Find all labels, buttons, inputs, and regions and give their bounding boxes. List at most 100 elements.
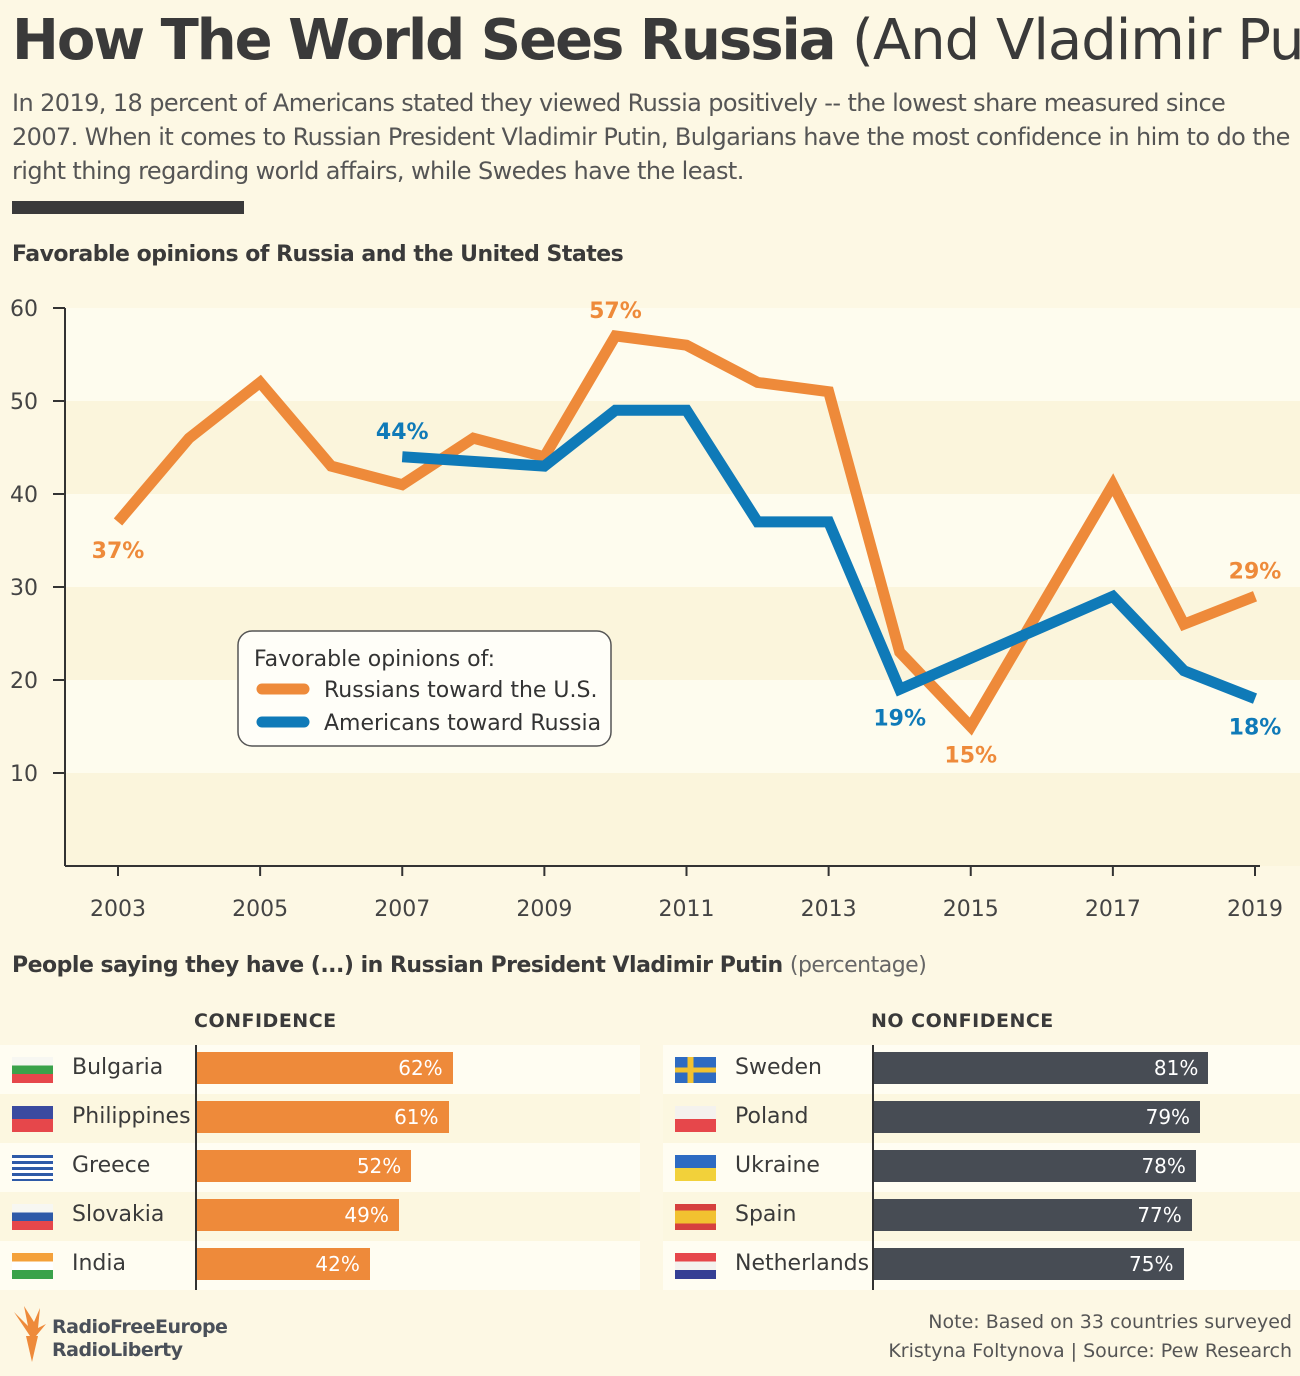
x-tick-label: 2015	[943, 897, 999, 922]
note: Note: Based on 33 countries surveyed	[928, 1311, 1292, 1333]
data-label: 57%	[589, 299, 642, 324]
x-tick-label: 2007	[374, 897, 430, 922]
confidence-row: Slovakia 49%	[0, 1192, 640, 1241]
legend-title: Favorable opinions of:	[254, 647, 495, 672]
page-title: How The World Sees Russia (And Vladimir …	[12, 8, 1300, 73]
bar-title-bold: People saying they have (...) in Russian…	[12, 953, 783, 978]
bar-section-title: People saying they have (...) in Russian…	[12, 953, 927, 978]
country-name: Philippines	[72, 1104, 191, 1129]
title-light: (And Vladimir Putin)	[852, 8, 1300, 73]
bar-value-label: 42%	[315, 1252, 360, 1276]
title-bold: How The World Sees Russia	[12, 8, 837, 73]
x-tick-label: 2009	[516, 897, 572, 922]
bar-title-light: (percentage)	[789, 953, 927, 978]
intro-text: In 2019, 18 percent of Americans stated …	[12, 89, 1290, 185]
x-tick-label: 2005	[232, 897, 288, 922]
confidence-bar: 62%	[196, 1052, 453, 1084]
no-confidence-row: Ukraine 78%	[663, 1143, 1300, 1192]
data-label: 15%	[944, 744, 997, 769]
country-name: Sweden	[735, 1055, 822, 1080]
logo-line1: RadioFreeEurope	[52, 1316, 228, 1338]
x-tick-label: 2011	[659, 897, 715, 922]
country-name: India	[72, 1251, 126, 1276]
flag-spain-icon	[675, 1204, 716, 1230]
line-chart-title: Favorable opinions of Russia and the Uni…	[12, 242, 624, 267]
bar-value-label: 52%	[356, 1154, 402, 1178]
bar-value-label: 62%	[398, 1056, 443, 1080]
country-name: Bulgaria	[72, 1055, 164, 1080]
series-line-russians-toward-us	[113, 329, 1258, 736]
country-name: Ukraine	[735, 1153, 820, 1178]
confidence-axis	[195, 1045, 197, 1290]
no-confidence-bar: 79%	[873, 1101, 1201, 1133]
y-tick-label: 50	[10, 390, 38, 415]
bar-value-label: 78%	[1141, 1154, 1186, 1178]
confidence-bar: 42%	[196, 1248, 370, 1280]
no-confidence-bar: 81%	[873, 1052, 1209, 1084]
flag-bulgaria-icon	[12, 1057, 53, 1083]
bar-value-label: 81%	[1153, 1056, 1199, 1080]
y-tick-label: 60	[10, 297, 38, 322]
series-line-americans-toward-russia	[401, 404, 1258, 704]
bar-value-label: 75%	[1129, 1252, 1174, 1276]
line-chart: 10 20 30 40 50 60 2003 2005 2007 2009 2011 2013 2015…	[10, 297, 1300, 922]
country-name: Greece	[72, 1153, 151, 1178]
bar-value-label: 61%	[394, 1105, 439, 1129]
no-confidence-row: Spain 77%	[663, 1192, 1300, 1241]
x-tick-label: 2019	[1227, 897, 1283, 922]
confidence-bar: 49%	[196, 1199, 399, 1231]
grid-band	[65, 308, 1300, 401]
y-tick-label: 30	[10, 576, 38, 601]
flag-philippines-icon	[12, 1106, 53, 1132]
flag-poland-icon	[675, 1106, 716, 1132]
confidence-bar: 52%	[196, 1150, 412, 1182]
legend-label: Americans toward Russia	[324, 711, 601, 736]
logo-line2: RadioLiberty	[52, 1339, 183, 1361]
divider	[12, 201, 244, 214]
no-confidence-row: Poland 79%	[663, 1094, 1300, 1143]
grid-band	[65, 773, 1300, 866]
confidence-bar: 61%	[196, 1101, 449, 1133]
flag-greece-icon	[12, 1155, 53, 1181]
no-confidence-row: Netherlands 75%	[663, 1241, 1300, 1290]
confidence-row: India 42%	[0, 1241, 640, 1290]
country-name: Slovakia	[72, 1202, 165, 1227]
legend-label: Russians toward the U.S.	[324, 678, 598, 703]
grid-band	[65, 494, 1300, 587]
confidence-header: CONFIDENCE	[194, 1010, 337, 1032]
flag-sweden-icon	[675, 1057, 716, 1083]
x-tick-label: 2003	[90, 897, 146, 922]
torch-icon	[14, 1306, 46, 1362]
data-label: 37%	[92, 539, 145, 564]
data-label: 19%	[873, 706, 926, 731]
bar-value-label: 79%	[1145, 1105, 1191, 1129]
country-name: Spain	[735, 1202, 797, 1227]
country-name: Netherlands	[735, 1251, 870, 1276]
data-label: 44%	[376, 420, 429, 445]
x-tick-label: 2013	[801, 897, 857, 922]
data-label: 18%	[1229, 716, 1282, 741]
y-tick-label: 20	[10, 669, 38, 694]
confidence-row: Bulgaria 62%	[0, 1045, 640, 1094]
confidence-row: Philippines 61%	[0, 1094, 640, 1143]
flag-india-icon	[12, 1253, 53, 1279]
no-confidence-axis	[872, 1045, 874, 1290]
x-tick-label: 2017	[1085, 897, 1141, 922]
flag-slovakia-icon	[12, 1204, 53, 1230]
country-name: Poland	[735, 1104, 809, 1129]
no-confidence-bar: 77%	[873, 1199, 1192, 1231]
y-tick-label: 40	[10, 483, 38, 508]
credit: Kristyna Foltynova | Source: Pew Researc…	[888, 1340, 1292, 1362]
no-confidence-bar: 75%	[873, 1248, 1184, 1280]
flag-ukraine-icon	[675, 1155, 716, 1181]
flag-netherlands-icon	[675, 1253, 716, 1279]
no-confidence-bar: 78%	[873, 1150, 1196, 1182]
bar-value-label: 77%	[1137, 1203, 1182, 1227]
y-tick-label: 10	[10, 762, 38, 787]
bar-value-label: 49%	[344, 1203, 389, 1227]
legend-box	[237, 630, 612, 747]
confidence-row: Greece 52%	[0, 1143, 640, 1192]
no-confidence-header: NO CONFIDENCE	[871, 1010, 1054, 1032]
grid-band	[65, 401, 1300, 494]
